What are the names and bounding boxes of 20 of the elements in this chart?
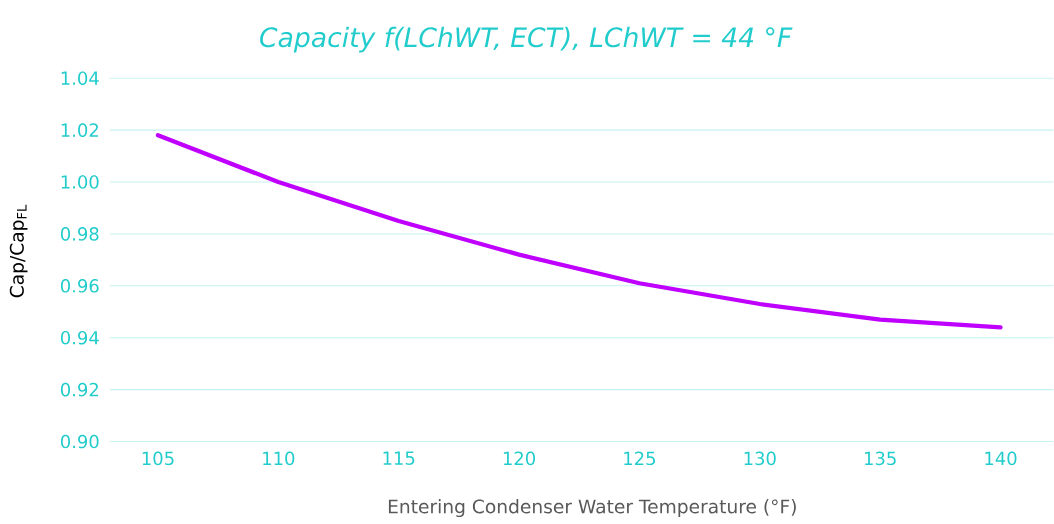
x-tick-label: 135 (864, 451, 896, 466)
line-series (155, 133, 1003, 330)
x-axis-title: Entering Condenser Water Temperature (°F) (388, 499, 796, 518)
y-tick-label: 0.98 (60, 227, 99, 241)
y-tick-label: 1.02 (61, 123, 98, 137)
y-tick-label: 0.90 (60, 434, 99, 449)
x-tick-label: 105 (142, 451, 174, 466)
y-axis-title: Cap/Cap$_{FL}$ (9, 204, 28, 298)
y-tick-label: 0.96 (60, 278, 99, 293)
y-tick-label: 1.04 (61, 71, 99, 85)
x-tick-label: 125 (624, 451, 655, 466)
x-tick-label: 115 (383, 451, 415, 465)
x-tick-label: 140 (985, 451, 1017, 466)
y-tick-label: 0.94 (60, 330, 99, 345)
x-tick-label: 130 (744, 451, 776, 466)
x-tick-label: 120 (503, 451, 536, 466)
y-tick-label: 0.92 (60, 382, 98, 397)
x-tick-label: 110 (263, 451, 295, 466)
y-tick-label: 1.00 (61, 175, 99, 189)
chart-title: Capacity f(LChWT, ECT), LChWT = 44 °F (260, 26, 793, 53)
